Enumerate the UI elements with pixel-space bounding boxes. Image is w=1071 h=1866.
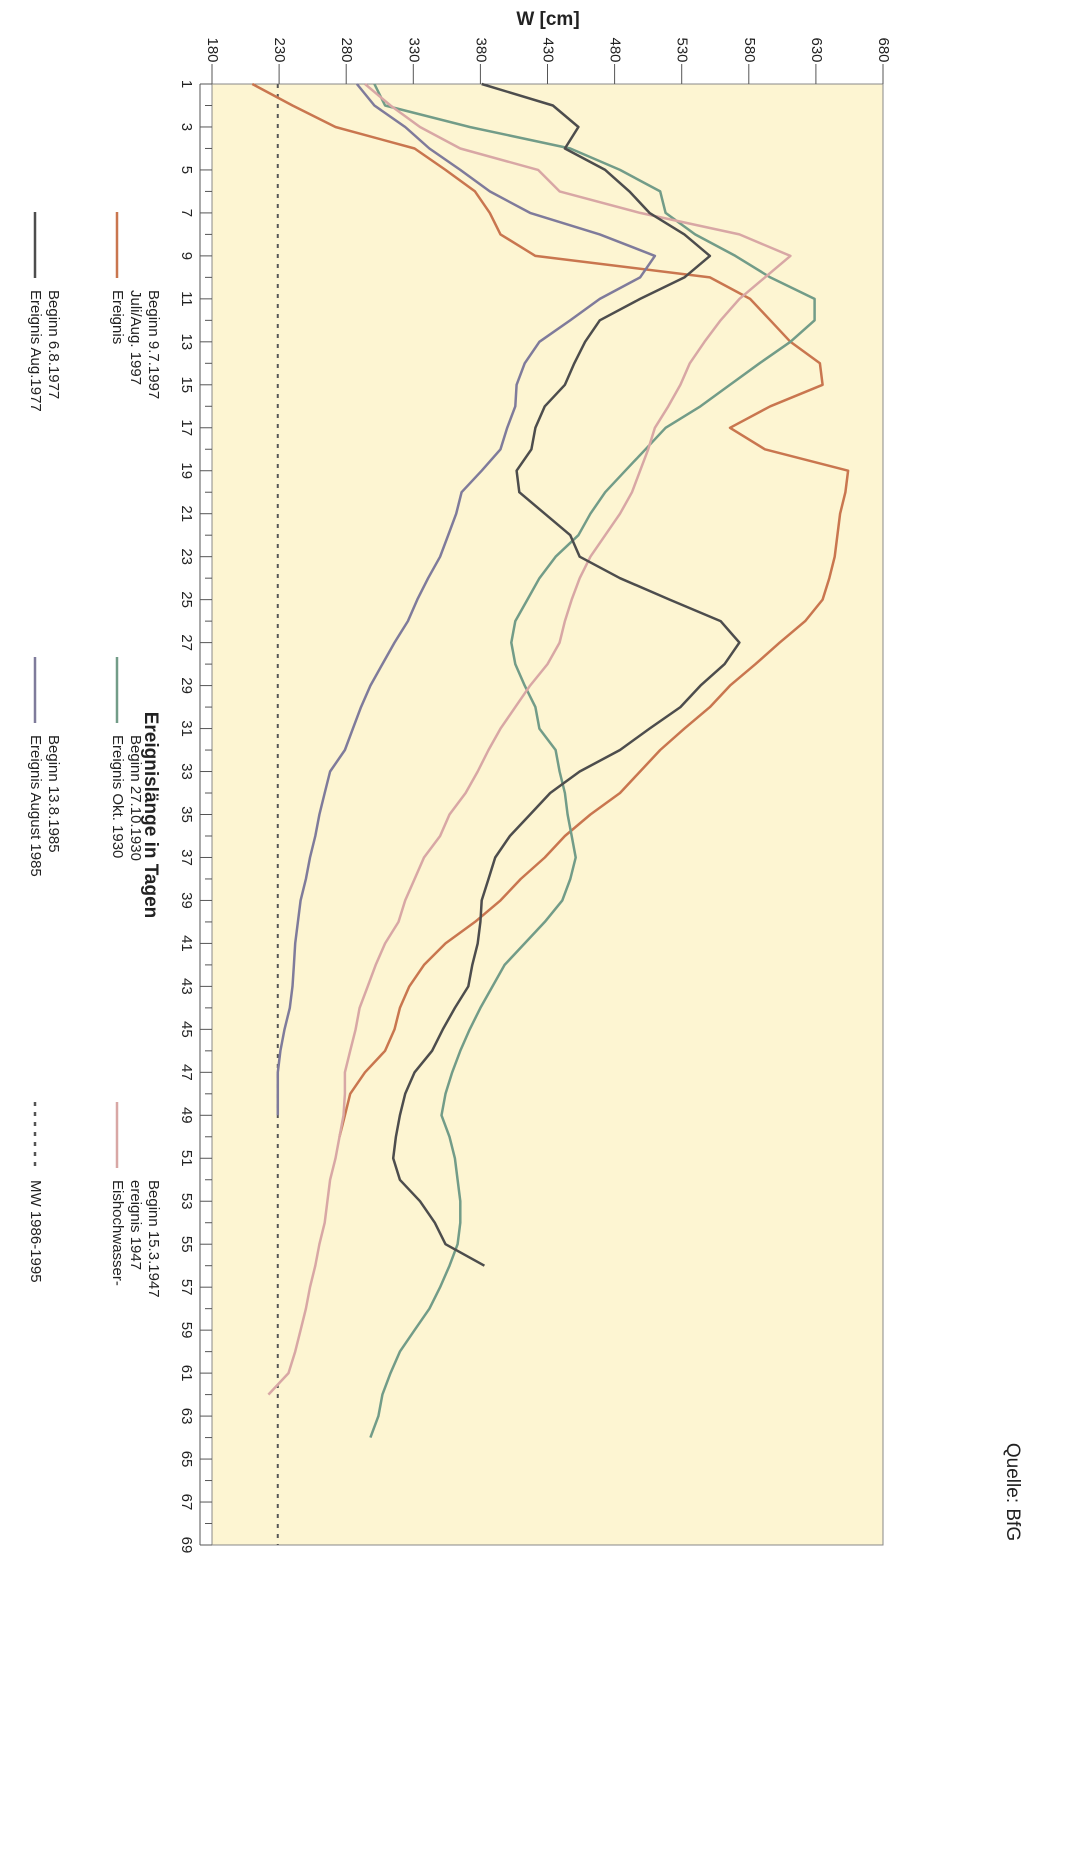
series-line <box>276 83 657 1116</box>
x-tick-label: 15 <box>178 376 195 393</box>
x-tick-label: 13 <box>178 333 195 350</box>
x-tick-label: 23 <box>178 548 195 565</box>
x-tick-label: 57 <box>178 1279 195 1296</box>
y-axis-title: W [cm] <box>516 9 579 30</box>
legend-label: Ereignis August 1985Beginn 13.8.1985 <box>27 735 62 877</box>
series-line <box>267 83 792 1396</box>
x-tick-label: 7 <box>178 209 195 217</box>
plot-background <box>211 83 884 1546</box>
legend-label: Ereignis Aug.1977Beginn 6.8.1977 <box>27 290 62 412</box>
x-tick-label: 3 <box>178 123 195 131</box>
x-tick-label: 59 <box>178 1322 195 1339</box>
x-tick-label: 49 <box>178 1107 195 1124</box>
y-tick-label: 680 <box>875 37 892 62</box>
x-tick-label: 11 <box>178 291 195 307</box>
x-tick-label: 67 <box>178 1494 195 1511</box>
legend-label: MW 1986-1995 <box>27 1180 44 1283</box>
series-line <box>391 82 741 1267</box>
x-tick-label: 19 <box>178 462 195 479</box>
x-tick-label: 63 <box>178 1408 195 1425</box>
x-tick-label: 31 <box>178 720 195 737</box>
x-tick-label: 35 <box>178 806 195 823</box>
y-tick-label: 630 <box>808 37 825 62</box>
x-tick-label: 65 <box>178 1451 195 1468</box>
y-tick-label: 280 <box>338 37 355 62</box>
y-tick-label: 580 <box>741 37 758 62</box>
x-tick-label: 41 <box>178 935 195 952</box>
legend-label: Eishochwasser-ereignis 1947Beginn 15.3.1… <box>109 1180 162 1298</box>
y-tick-label: 330 <box>405 37 422 62</box>
x-tick-label: 47 <box>178 1064 195 1081</box>
x-tick-label: 39 <box>178 892 195 909</box>
legend-label: Ereignis Okt. 1930Beginn 27.10.1930 <box>109 735 144 861</box>
legend-label: EreignisJuli/Aug. 1997Beginn 9.7.1997 <box>109 290 162 399</box>
x-tick-label: 69 <box>178 1537 195 1554</box>
y-tick-label: 180 <box>204 37 221 62</box>
x-tick-label: 1 <box>178 80 195 88</box>
x-tick-label: 45 <box>178 1021 195 1038</box>
x-tick-label: 37 <box>178 849 195 866</box>
series-line <box>369 83 816 1439</box>
x-tick-label: 29 <box>178 677 195 694</box>
x-tick-label: 9 <box>178 252 195 260</box>
x-tick-label: 55 <box>178 1236 195 1253</box>
x-tick-label: 51 <box>178 1150 195 1167</box>
y-tick-label: 430 <box>540 37 557 62</box>
x-tick-label: 27 <box>178 634 195 651</box>
y-tick-label: 230 <box>271 37 288 62</box>
x-tick-label: 17 <box>178 419 195 436</box>
x-tick-label: 25 <box>178 591 195 608</box>
x-tick-label: 33 <box>178 763 195 780</box>
y-tick-label: 530 <box>674 37 691 62</box>
y-tick-label: 380 <box>472 37 489 62</box>
y-tick-label: 480 <box>607 37 624 62</box>
x-tick-label: 61 <box>178 1365 195 1382</box>
x-tick-label: 53 <box>178 1193 195 1210</box>
x-tick-label: 21 <box>178 505 195 522</box>
series-line <box>251 82 850 1138</box>
x-tick-label: 43 <box>178 978 195 995</box>
x-axis-title: Ereignislänge in Tagen <box>140 712 161 919</box>
source: Quelle: BfG <box>1002 1443 1023 1541</box>
x-tick-label: 5 <box>178 166 195 174</box>
